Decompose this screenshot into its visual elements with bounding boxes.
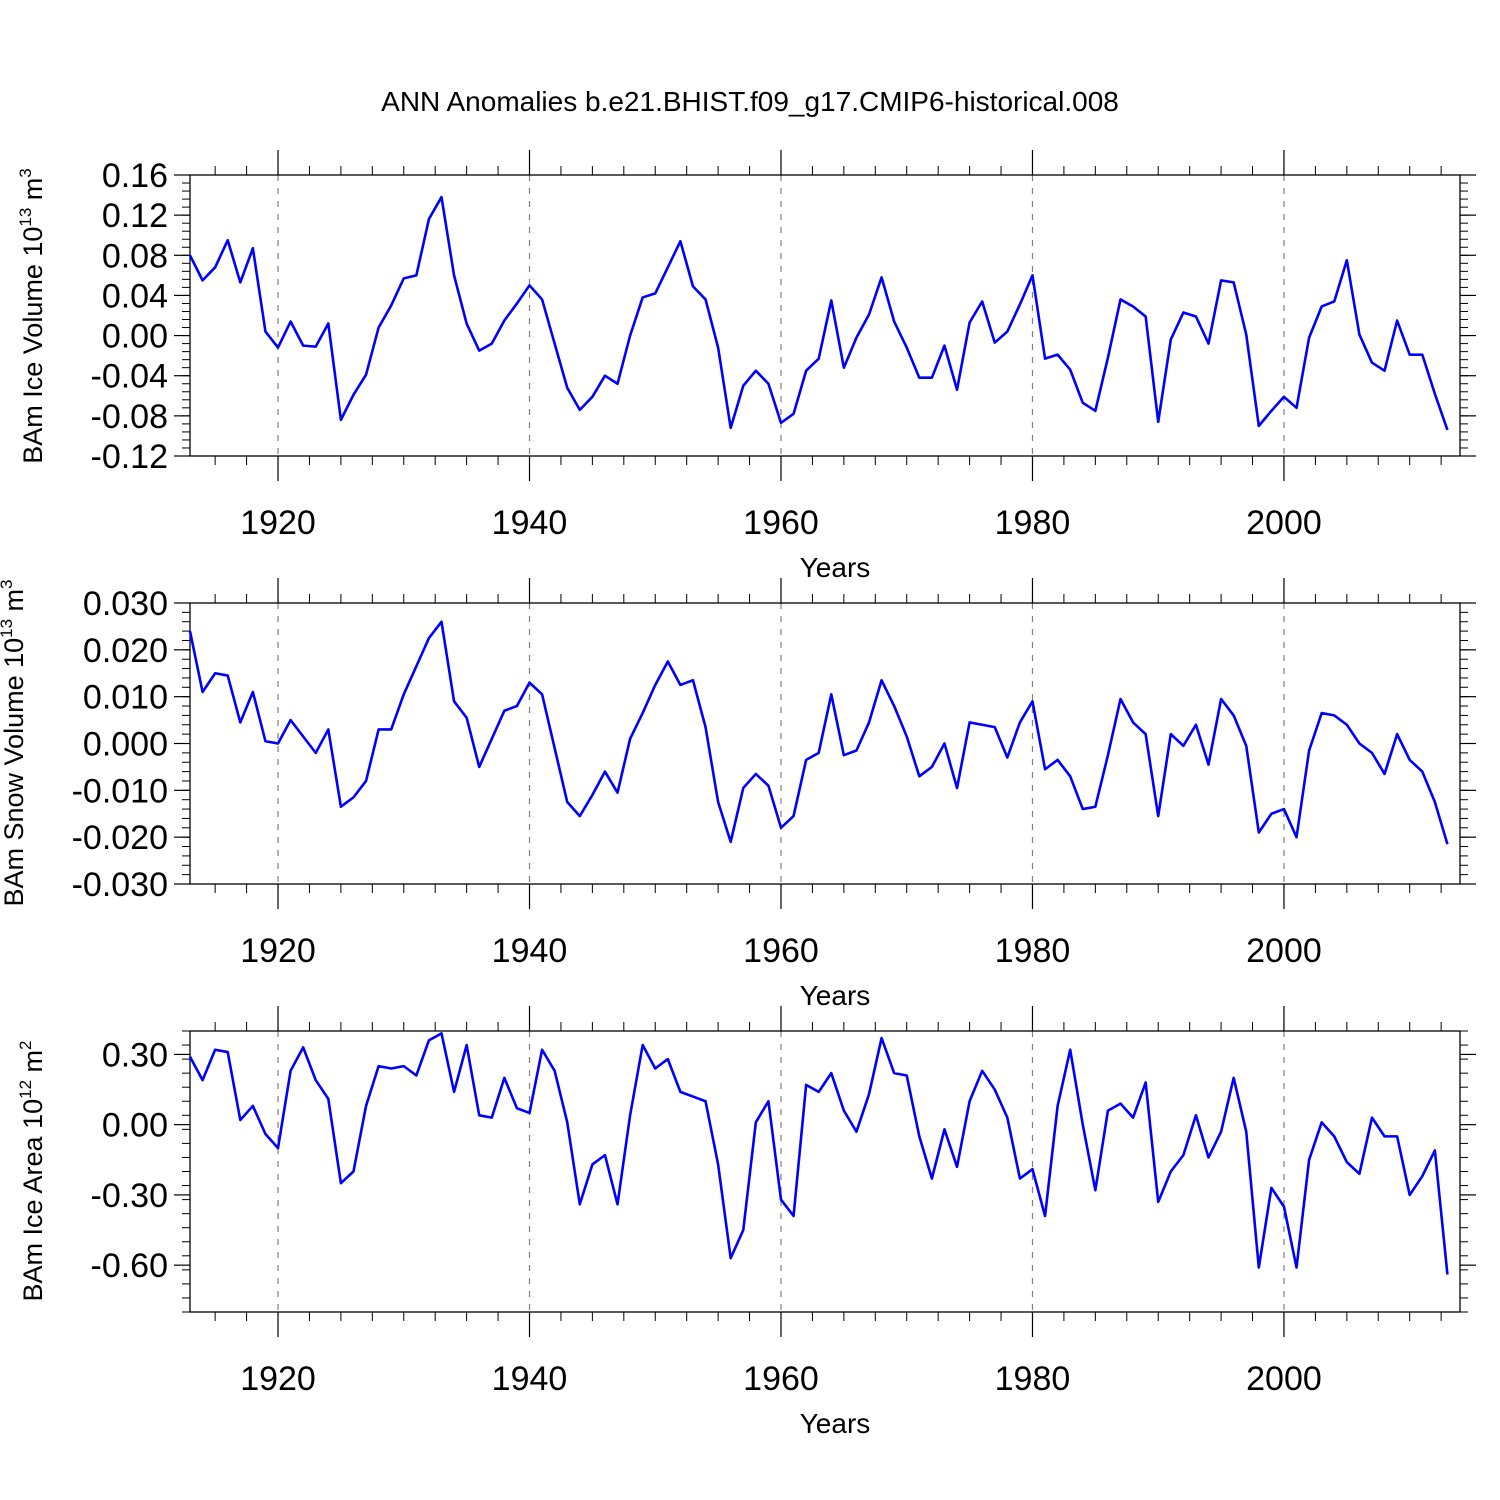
x-tick-label: 1980: [995, 932, 1071, 970]
y-tick-label: -0.12: [91, 438, 169, 476]
plot-frame: [189, 174, 1461, 457]
y-axis-title-text: BAm Snow Volume 10: [0, 638, 29, 907]
y-tick-label: 0.08: [102, 237, 168, 275]
y-tick-label: 0.020: [83, 632, 168, 670]
y-axis-title-text: BAm Ice Area 10: [18, 1099, 48, 1302]
y-axis-title: BAm Ice Volume 1013 m3: [16, 168, 48, 464]
y-tick-label: -0.30: [91, 1177, 169, 1215]
x-tick-label: 2000: [1246, 1360, 1322, 1398]
y-tick-label: 0.16: [102, 157, 168, 195]
y-tick-label: 0.30: [102, 1036, 168, 1074]
plot-frame: [189, 1030, 1461, 1313]
y-tick-label: 0.000: [83, 726, 168, 764]
y-tick-label: 0.00: [102, 1107, 168, 1145]
x-tick-label: 1960: [743, 932, 819, 970]
x-axis-title: Years: [800, 980, 871, 1011]
chart-panel-2: -0.030 -0.020 -0.010 0.000 0.010 0.020 0.030 19…: [0, 578, 1476, 1011]
chart-panel-3: -0.60 -0.30 0.00 0.30 1920 1940 1960 1980 2000 Ye…: [16, 1006, 1476, 1439]
y-axis-title-unit-exponent: 3: [0, 579, 16, 588]
y-tick-label: 0.030: [83, 585, 168, 623]
y-axis-title-unit-exponent: 3: [16, 168, 35, 177]
x-tick-label: 2000: [1246, 504, 1322, 542]
y-tick-label: -0.010: [72, 772, 168, 810]
y-tick-label: -0.020: [72, 819, 168, 857]
x-tick-label: 1960: [743, 504, 819, 542]
y-tick-label: 0.12: [102, 197, 168, 235]
y-axis-title: BAm Snow Volume 1013 m3: [0, 579, 29, 906]
x-tick-label: 1940: [492, 932, 568, 970]
y-axis-title: BAm Ice Area 1012 m2: [16, 1041, 48, 1302]
y-tick-label: 0.010: [83, 679, 168, 717]
y-tick-label: 0.04: [102, 277, 168, 315]
y-tick-label: -0.08: [91, 398, 169, 436]
y-axis-title-exponent: 13: [0, 619, 16, 638]
data-line: [188, 195, 1449, 431]
y-axis-title-unit-exponent: 2: [16, 1041, 35, 1050]
x-tick-label: 1940: [492, 504, 568, 542]
x-tick-label: 1980: [995, 504, 1071, 542]
y-axis-title-text: BAm Ice Volume 10: [18, 227, 48, 464]
x-tick-label: 1980: [995, 1360, 1071, 1398]
data-line: [188, 1032, 1449, 1275]
data-line: [188, 620, 1449, 845]
x-axis-title: Years: [800, 552, 871, 583]
y-axis-title-unit: m: [18, 178, 48, 208]
y-tick-label: 0.00: [102, 318, 168, 356]
x-tick-label: 1920: [240, 932, 316, 970]
x-tick-label: 1940: [492, 1360, 568, 1398]
y-tick-label: -0.030: [72, 866, 168, 904]
chart-panel-1: -0.12-0.08-0.040.000.040.080.120.16 1920 1…: [16, 150, 1476, 583]
plot-frame: [189, 602, 1461, 885]
y-axis-title-exponent: 13: [16, 208, 35, 227]
x-tick-label: 2000: [1246, 932, 1322, 970]
x-tick-label: 1960: [743, 1360, 819, 1398]
y-axis-title-unit: m: [18, 1050, 48, 1080]
y-tick-label: -0.60: [91, 1247, 169, 1285]
x-tick-label: 1920: [240, 504, 316, 542]
figure-title: ANN Anomalies b.e21.BHIST.f09_g17.CMIP6-…: [381, 86, 1119, 117]
y-axis-title-exponent: 12: [16, 1080, 35, 1099]
y-axis-title-unit: m: [0, 589, 29, 619]
y-tick-label: -0.04: [91, 358, 169, 396]
x-axis-title: Years: [800, 1408, 871, 1439]
x-tick-label: 1920: [240, 1360, 316, 1398]
